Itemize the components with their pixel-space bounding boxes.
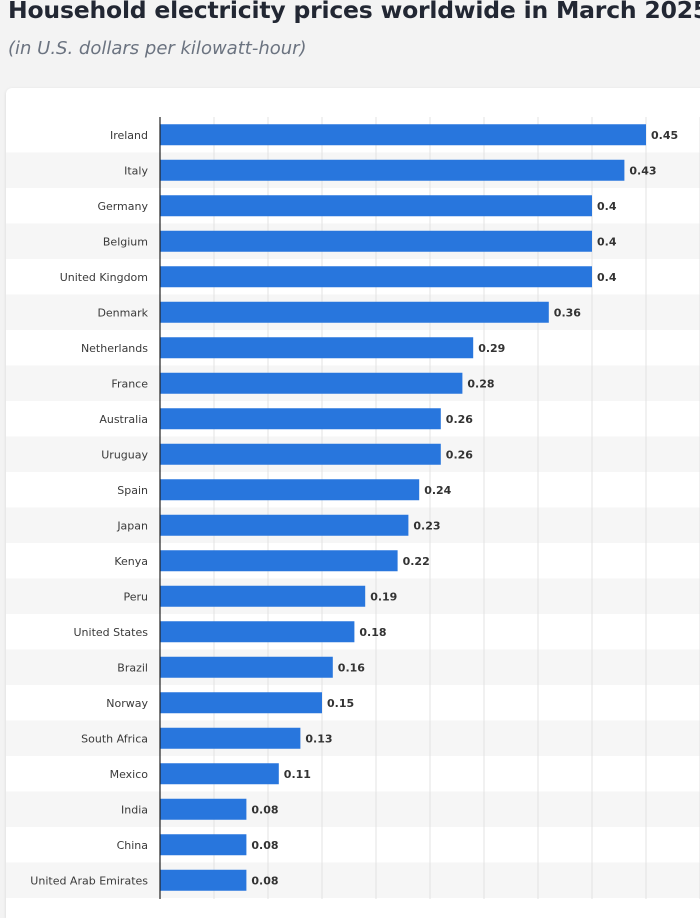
bar xyxy=(160,514,409,536)
category-label: Brazil xyxy=(117,661,148,674)
bar xyxy=(160,230,592,252)
bar xyxy=(160,408,441,430)
value-label: 0.15 xyxy=(327,697,354,710)
value-label: 0.4 xyxy=(597,271,617,284)
bar-chart: Ireland 0.45 Italy 0.43 Germany 0.4 Belgium 0.4… xyxy=(6,117,700,899)
chart-subtitle: (in U.S. dollars per kilowatt-hour) xyxy=(8,38,307,59)
bar xyxy=(160,550,398,572)
category-label: Mexico xyxy=(110,768,149,781)
bar xyxy=(160,621,355,643)
value-label: 0.13 xyxy=(305,732,332,745)
bar xyxy=(160,727,301,749)
category-label: Australia xyxy=(99,413,148,426)
category-label: Kenya xyxy=(114,555,148,568)
category-label: France xyxy=(111,377,148,390)
category-label: Germany xyxy=(97,200,148,213)
value-label: 0.08 xyxy=(251,803,278,816)
value-label: 0.43 xyxy=(629,164,656,177)
category-label: Spain xyxy=(117,484,148,497)
bar xyxy=(160,266,592,288)
value-label: 0.22 xyxy=(403,555,430,568)
row-stripe xyxy=(6,720,700,756)
category-label: Italy xyxy=(124,164,148,177)
value-label: 0.29 xyxy=(478,342,505,355)
chart-title: Household electricity prices worldwide i… xyxy=(8,0,700,24)
category-label: United Kingdom xyxy=(60,271,148,284)
value-label: 0.26 xyxy=(446,413,473,426)
value-label: 0.36 xyxy=(554,306,581,319)
bar xyxy=(160,585,366,607)
row-stripe xyxy=(6,862,700,898)
value-label: 0.11 xyxy=(284,768,311,781)
bar xyxy=(160,763,279,785)
category-label: Japan xyxy=(116,519,148,532)
category-label: Ireland xyxy=(110,129,148,142)
bar xyxy=(160,869,247,891)
value-label: 0.08 xyxy=(251,839,278,852)
value-label: 0.45 xyxy=(651,129,678,142)
category-label: United Arab Emirates xyxy=(30,874,148,887)
bar xyxy=(160,798,247,820)
category-label: Netherlands xyxy=(81,342,148,355)
value-label: 0.16 xyxy=(338,661,365,674)
bar xyxy=(160,337,474,359)
category-label: India xyxy=(121,803,148,816)
value-label: 0.18 xyxy=(359,626,386,639)
bar xyxy=(160,443,441,465)
bar xyxy=(160,834,247,856)
bar xyxy=(160,301,549,323)
value-label: 0.23 xyxy=(413,519,440,532)
category-label: Denmark xyxy=(97,306,148,319)
category-label: China xyxy=(117,839,148,852)
row-stripe xyxy=(6,649,700,685)
bar xyxy=(160,124,646,146)
value-label: 0.4 xyxy=(597,200,617,213)
category-label: Norway xyxy=(106,697,148,710)
value-label: 0.28 xyxy=(467,377,494,390)
bar xyxy=(160,656,333,678)
category-label: South Africa xyxy=(81,732,148,745)
value-label: 0.4 xyxy=(597,235,617,248)
bar xyxy=(160,195,592,217)
bar xyxy=(160,692,322,714)
value-label: 0.19 xyxy=(370,590,397,603)
bar xyxy=(160,372,463,394)
row-stripe xyxy=(6,791,700,827)
value-label: 0.24 xyxy=(424,484,451,497)
bar xyxy=(160,479,420,501)
category-label: Uruguay xyxy=(101,448,148,461)
category-label: United States xyxy=(74,626,149,639)
value-label: 0.26 xyxy=(446,448,473,461)
category-label: Belgium xyxy=(103,235,148,248)
category-label: Peru xyxy=(123,590,148,603)
bar xyxy=(160,159,625,181)
value-label: 0.08 xyxy=(251,874,278,887)
